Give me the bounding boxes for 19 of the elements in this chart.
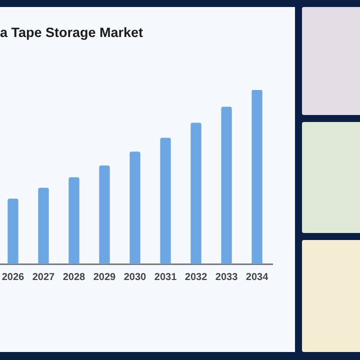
bar (160, 138, 171, 264)
x-tick-label: 2026 (2, 272, 25, 283)
bar (8, 198, 18, 264)
bar (38, 188, 49, 264)
bar (130, 152, 140, 264)
bar (221, 106, 232, 264)
x-tick-label: 2027 (32, 272, 56, 283)
bar (190, 122, 202, 264)
bar (68, 177, 80, 264)
bar (252, 90, 262, 264)
x-tick-label: 2029 (93, 272, 116, 283)
chart-title: a Tape Storage Market (0, 25, 144, 40)
x-tick-label: 2033 (215, 272, 238, 283)
x-tick-label: 2031 (154, 272, 178, 283)
x-tick-label: 2028 (62, 272, 86, 283)
x-tick-label: 2034 (246, 272, 269, 283)
bar (99, 166, 110, 264)
x-tick-label: 2030 (124, 272, 147, 283)
x-tick-label: 2032 (184, 272, 208, 283)
